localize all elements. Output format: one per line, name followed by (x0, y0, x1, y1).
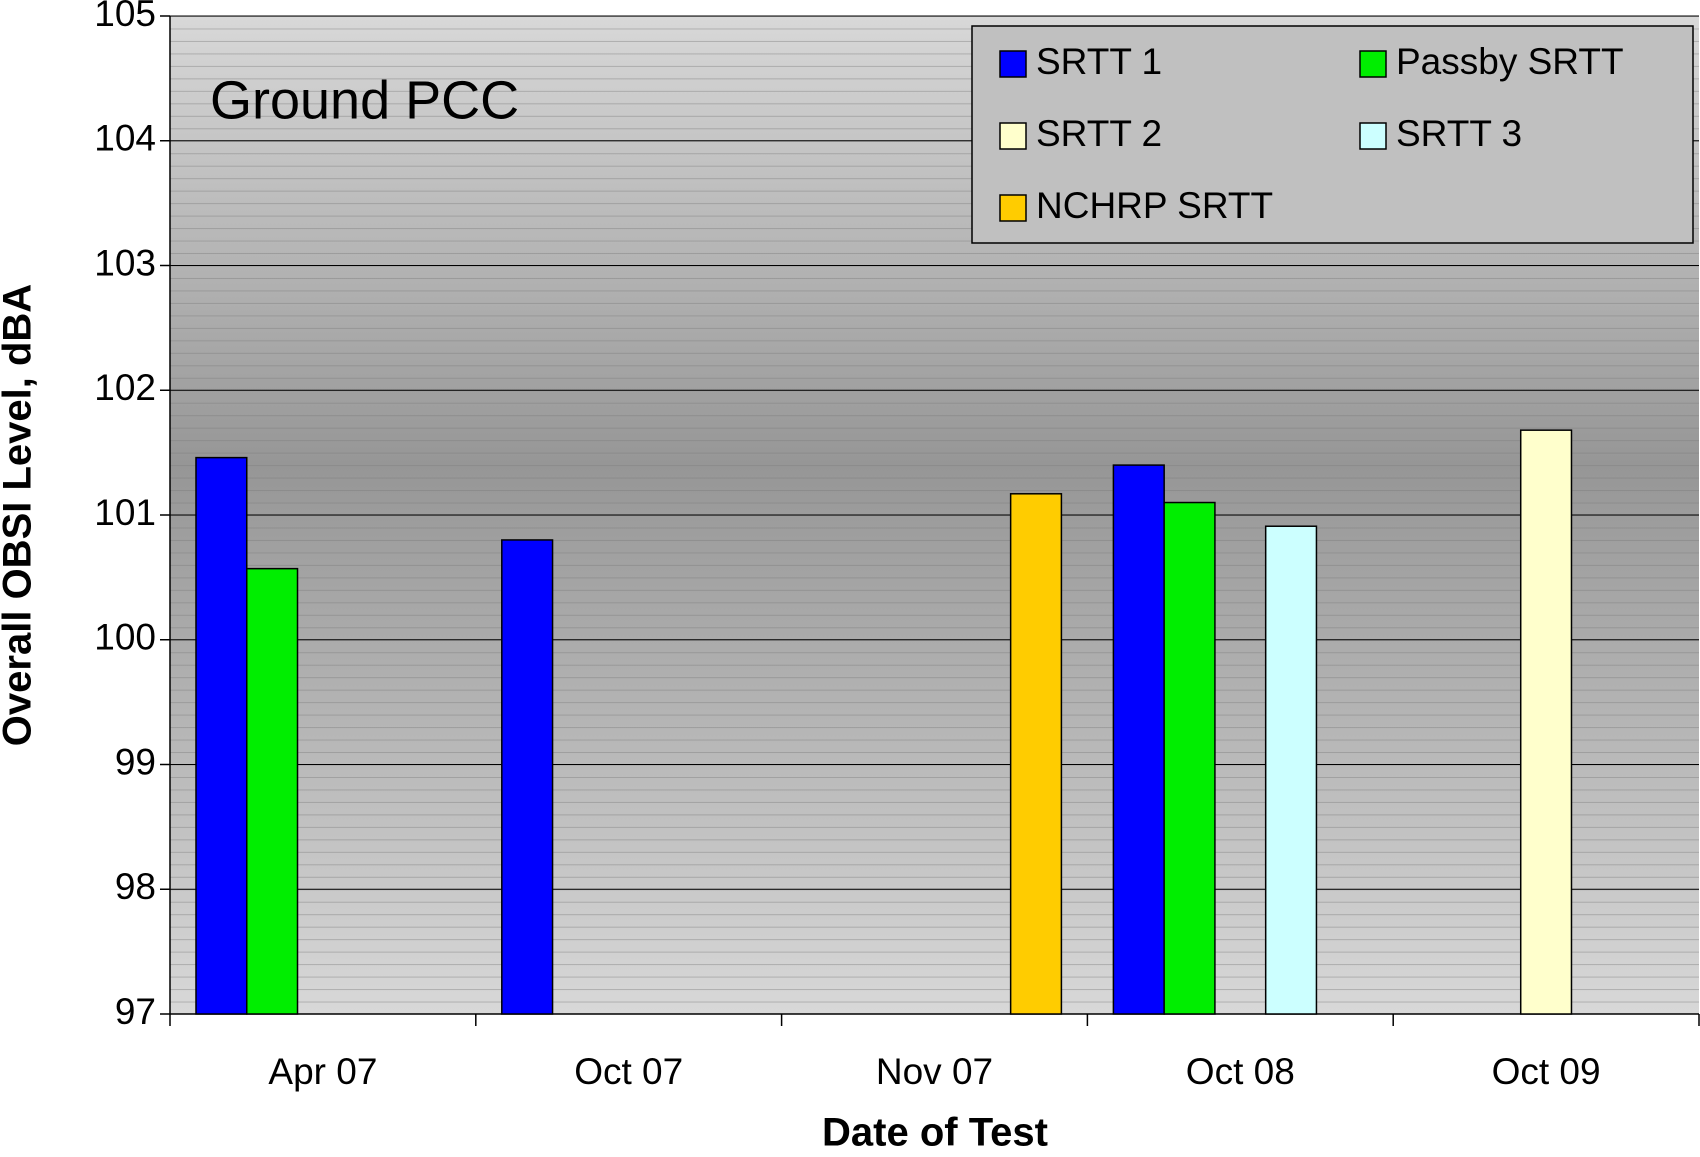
legend-swatch (1359, 122, 1387, 150)
legend-label: SRTT 3 (1396, 113, 1522, 154)
legend-label: SRTT 1 (1036, 41, 1162, 82)
legend-swatch (999, 50, 1027, 78)
x-tick-label: Oct 08 (1186, 1051, 1295, 1092)
y-tick-label: 103 (94, 242, 156, 283)
y-tick-label: 100 (94, 617, 156, 658)
bar (195, 456, 248, 1015)
legend-label: SRTT 2 (1036, 113, 1162, 154)
bar (1009, 493, 1063, 1015)
legend-label: NCHRP SRTT (1036, 185, 1273, 226)
bar (1163, 501, 1216, 1015)
legend-label: Passby SRTT (1396, 41, 1624, 82)
bar (1264, 525, 1318, 1015)
x-axis-label: Date of Test (822, 1111, 1048, 1155)
y-tick-label: 97 (115, 991, 156, 1032)
bar (1519, 429, 1573, 1015)
y-tick-label: 105 (94, 0, 156, 34)
legend-swatch (999, 122, 1027, 150)
y-axis-label: Overall OBSI Level, dBA (0, 284, 40, 746)
annotation: Ground PCC (210, 70, 519, 130)
y-tick-label: 104 (94, 118, 156, 159)
y-tick-label: 101 (94, 492, 156, 533)
x-tick-label: Oct 09 (1492, 1051, 1601, 1092)
y-tick-label: 102 (94, 367, 156, 408)
legend-box (971, 25, 1694, 244)
legend-swatch (1359, 50, 1387, 78)
bar (1112, 464, 1165, 1015)
y-tick-label: 99 (115, 741, 156, 782)
x-tick-label: Apr 07 (268, 1051, 377, 1092)
x-tick-label: Oct 07 (574, 1051, 683, 1092)
bar (246, 567, 299, 1015)
bar (501, 539, 554, 1015)
legend-swatch (999, 194, 1027, 222)
x-tick-label: Nov 07 (876, 1051, 993, 1092)
y-tick-label: 98 (115, 866, 156, 907)
